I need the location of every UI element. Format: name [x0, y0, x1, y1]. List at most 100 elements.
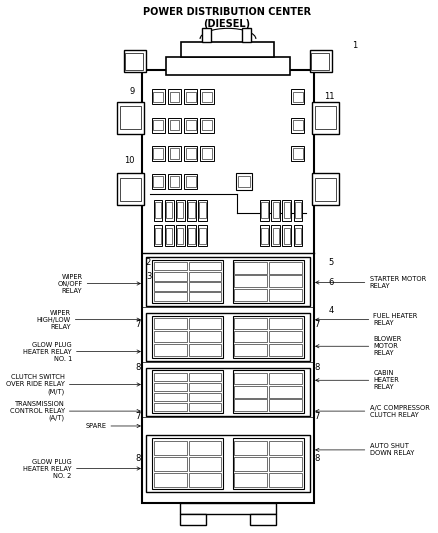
Bar	[234, 400, 268, 411]
Bar	[269, 289, 302, 301]
Bar	[188, 393, 222, 401]
Bar	[234, 386, 268, 398]
Bar	[117, 102, 144, 134]
Bar	[186, 176, 196, 187]
Bar	[188, 472, 222, 487]
Bar	[188, 282, 222, 290]
Bar	[283, 225, 291, 246]
Bar	[180, 503, 276, 514]
Bar	[166, 56, 290, 75]
Bar	[152, 118, 165, 133]
Text: 11: 11	[324, 92, 335, 101]
Text: WIPER
ON/OFF
RELAY: WIPER ON/OFF RELAY	[57, 273, 82, 294]
Bar	[233, 439, 304, 489]
Bar	[165, 199, 173, 221]
Bar	[154, 282, 187, 290]
Text: 1: 1	[352, 42, 357, 51]
Bar	[154, 199, 162, 221]
Bar	[188, 383, 222, 391]
Text: 9: 9	[130, 86, 135, 95]
Bar	[154, 441, 187, 455]
Bar	[153, 92, 163, 102]
Text: 4: 4	[328, 305, 334, 314]
Bar	[154, 383, 187, 391]
Bar	[269, 318, 302, 329]
Bar	[272, 202, 279, 218]
Bar	[166, 202, 172, 218]
Bar	[125, 53, 143, 70]
Bar	[152, 90, 165, 104]
Bar	[312, 173, 339, 205]
Bar	[283, 202, 290, 218]
Bar	[154, 331, 187, 342]
Text: BLOWER
MOTOR
RELAY: BLOWER MOTOR RELAY	[374, 336, 402, 356]
Bar	[260, 225, 269, 246]
Bar	[291, 118, 304, 133]
Bar	[293, 120, 303, 131]
Bar	[168, 146, 181, 161]
Bar	[120, 106, 141, 130]
Bar	[234, 318, 268, 329]
Bar	[234, 457, 268, 471]
Bar	[291, 90, 304, 104]
Bar	[269, 344, 302, 356]
Text: 6: 6	[328, 278, 334, 287]
Text: 8: 8	[314, 363, 319, 372]
Bar	[177, 202, 184, 218]
Bar	[269, 441, 302, 455]
Bar	[295, 202, 301, 218]
Bar	[291, 146, 304, 161]
Text: 7: 7	[314, 320, 319, 329]
Bar	[155, 228, 161, 244]
Bar	[146, 435, 310, 492]
Bar	[188, 344, 222, 356]
Bar	[269, 262, 302, 274]
Bar	[269, 331, 302, 342]
Bar	[311, 53, 329, 70]
Text: GLOW PLUG
HEATER RELAY
NO. 2: GLOW PLUG HEATER RELAY NO. 2	[23, 458, 72, 479]
Text: 3: 3	[146, 272, 151, 280]
Bar	[188, 403, 222, 411]
Text: A/C COMPRESSOR
CLUTCH RELAY: A/C COMPRESSOR CLUTCH RELAY	[370, 405, 429, 417]
Bar	[201, 118, 213, 133]
Text: 7: 7	[135, 412, 141, 421]
Bar	[233, 260, 304, 303]
Bar	[242, 28, 251, 42]
Bar	[293, 92, 303, 102]
Bar	[188, 318, 222, 329]
Text: SPARE: SPARE	[85, 423, 106, 429]
Bar	[181, 42, 275, 56]
Bar	[154, 344, 187, 356]
Bar	[124, 50, 146, 72]
Bar	[188, 292, 222, 301]
Bar	[202, 28, 211, 42]
Bar	[188, 228, 194, 244]
Bar	[180, 514, 205, 526]
Bar	[188, 373, 222, 381]
Bar	[283, 228, 290, 244]
Bar	[236, 173, 252, 190]
Bar	[315, 177, 336, 201]
Bar	[146, 257, 310, 306]
Bar	[153, 148, 163, 159]
Bar	[154, 262, 187, 270]
Bar	[234, 331, 268, 342]
Bar	[269, 373, 302, 384]
Bar	[234, 441, 268, 455]
Bar	[260, 199, 269, 221]
Bar	[234, 472, 268, 487]
Bar	[234, 276, 268, 287]
Bar	[152, 146, 165, 161]
Bar	[184, 118, 197, 133]
Bar	[269, 386, 302, 398]
Bar	[186, 148, 196, 159]
Bar	[154, 403, 187, 411]
Bar	[310, 50, 332, 72]
Bar	[312, 102, 339, 134]
Bar	[238, 175, 250, 187]
Bar	[315, 106, 336, 130]
Bar	[170, 120, 180, 131]
Bar	[166, 228, 172, 244]
Bar	[117, 173, 144, 205]
Text: TRANSMISSION
CONTROL RELAY
(A/T): TRANSMISSION CONTROL RELAY (A/T)	[10, 401, 65, 422]
